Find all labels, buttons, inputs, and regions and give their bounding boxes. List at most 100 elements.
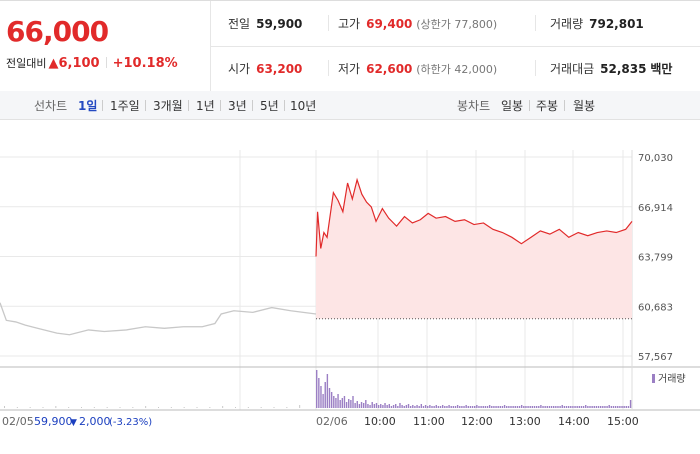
volume-bar <box>360 402 363 408</box>
volume-bar <box>486 406 489 408</box>
period-tab-10y[interactable]: 10년 <box>290 99 317 113</box>
volume-bar <box>427 406 429 408</box>
volume-bar <box>29 407 31 408</box>
volume-bar <box>365 400 367 408</box>
footer-prev-close: 59,900 <box>34 415 73 428</box>
volume-bar <box>512 406 514 408</box>
stats-row-1: 전일 59,900 고가 69,400 (상한가 77,800) 거래량 792,80… <box>210 1 700 47</box>
volume-bar <box>431 406 433 408</box>
divider <box>145 100 146 111</box>
volume-bar <box>299 405 301 408</box>
candle-tab-weekly[interactable]: 주봉 <box>536 99 559 113</box>
volume-bar <box>343 396 346 408</box>
volume-bar <box>459 406 461 408</box>
stat-label: 저가 <box>338 62 361 76</box>
volume-bar <box>273 407 275 408</box>
volume-bar <box>333 396 335 408</box>
volume-bar <box>555 406 557 408</box>
volume-bar <box>350 400 352 408</box>
volume-bar <box>456 405 459 408</box>
today-price-line <box>315 177 633 257</box>
chart-period-bar: 선차트 1일 1주일 3개월 1년 3년 5년 10년 봉차트 일봉 주봉 월봉 <box>0 91 700 120</box>
volume-bar <box>578 406 581 408</box>
volume-bar <box>574 406 576 408</box>
price-chart[interactable]: 70,030 66,914 63,799 60,683 57,567 02/05 02/0… <box>0 120 700 450</box>
volume-bar <box>604 406 606 408</box>
volume-bar <box>429 405 431 408</box>
volume-bar <box>439 406 442 408</box>
period-tab-1y[interactable]: 1년 <box>196 99 215 113</box>
lower-limit: (하한가 42,000) <box>416 63 498 76</box>
stat-low: 저가 62,600 (하한가 42,000) <box>338 60 497 77</box>
divider <box>102 100 103 111</box>
volume-bar <box>493 406 495 408</box>
volume-bar <box>399 403 401 408</box>
x-tick-label: 02/05 <box>2 415 34 428</box>
price-lines <box>0 177 633 336</box>
volume-bar <box>484 406 487 408</box>
volume-bar <box>597 406 600 408</box>
volume-bar <box>501 406 504 408</box>
volume-bar <box>572 406 574 408</box>
volume-bar <box>612 406 615 408</box>
volume-bar <box>81 407 82 408</box>
volume-bar <box>414 406 416 408</box>
volume-bar <box>548 406 551 408</box>
volume-bar <box>546 406 548 408</box>
period-tab-5y[interactable]: 5년 <box>260 99 279 113</box>
volume-bar <box>158 407 159 408</box>
volume-bar <box>132 407 134 408</box>
volume-bar <box>362 403 365 408</box>
volume-bar <box>478 406 480 408</box>
volume-bar <box>371 402 373 408</box>
volume-bar <box>510 406 512 408</box>
period-tab-1w[interactable]: 1주일 <box>110 99 140 113</box>
volume-bar <box>392 405 395 408</box>
volume-bar <box>446 406 448 408</box>
volume-bar <box>525 406 527 408</box>
volume-bar <box>106 407 108 408</box>
candle-tab-monthly[interactable]: 월봉 <box>573 99 596 113</box>
candle-tab-daily[interactable]: 일봉 <box>501 99 524 113</box>
x-axis-ticks: 02/05 02/06 10:00 11:00 12:00 13:00 14:00 15:00 <box>2 415 639 428</box>
stat-label: 시가 <box>228 62 251 76</box>
volume-bar <box>495 406 497 408</box>
period-tab-1d[interactable]: 1일 <box>78 99 98 113</box>
volume-bar <box>373 404 376 408</box>
volume-bar <box>469 406 472 408</box>
stat-prev-close: 전일 59,900 <box>228 15 302 32</box>
volume-legend: 거래량 <box>652 373 686 385</box>
volume-bar <box>589 406 591 408</box>
volume-bar <box>422 406 425 408</box>
volume-bar <box>401 405 403 408</box>
prev-day-footer: 59,900▼ 2,000(-3.23%) <box>34 415 152 428</box>
change-value: 6,100 <box>58 56 100 71</box>
volume-bar <box>529 406 531 408</box>
stat-label: 고가 <box>338 17 361 31</box>
volume-bar <box>341 398 344 408</box>
volume-bar <box>222 406 224 408</box>
volume-bar <box>580 406 583 408</box>
volume-bar <box>388 404 390 408</box>
volume-bar <box>461 406 463 408</box>
volume-bar <box>535 406 538 408</box>
volume-bar <box>550 406 553 408</box>
volume-bar <box>412 405 414 408</box>
volume-bar <box>328 388 331 408</box>
volume-bar <box>416 405 418 408</box>
stat-value: 63,200 <box>256 62 303 76</box>
divider <box>252 100 253 111</box>
volume-bar <box>482 406 484 408</box>
volume-bar <box>68 407 70 408</box>
stat-volume: 거래량 792,801 <box>550 15 644 32</box>
volume-bar <box>619 406 621 408</box>
volume-bar <box>625 406 627 408</box>
volume-bar <box>286 407 288 408</box>
volume-bar <box>397 406 399 408</box>
period-tab-3m[interactable]: 3개월 <box>153 99 183 113</box>
volume-bar <box>318 378 320 408</box>
volume-bar <box>384 403 386 408</box>
volume-bar <box>209 407 211 408</box>
period-tab-3y[interactable]: 3년 <box>228 99 247 113</box>
volume-bar <box>538 406 540 408</box>
